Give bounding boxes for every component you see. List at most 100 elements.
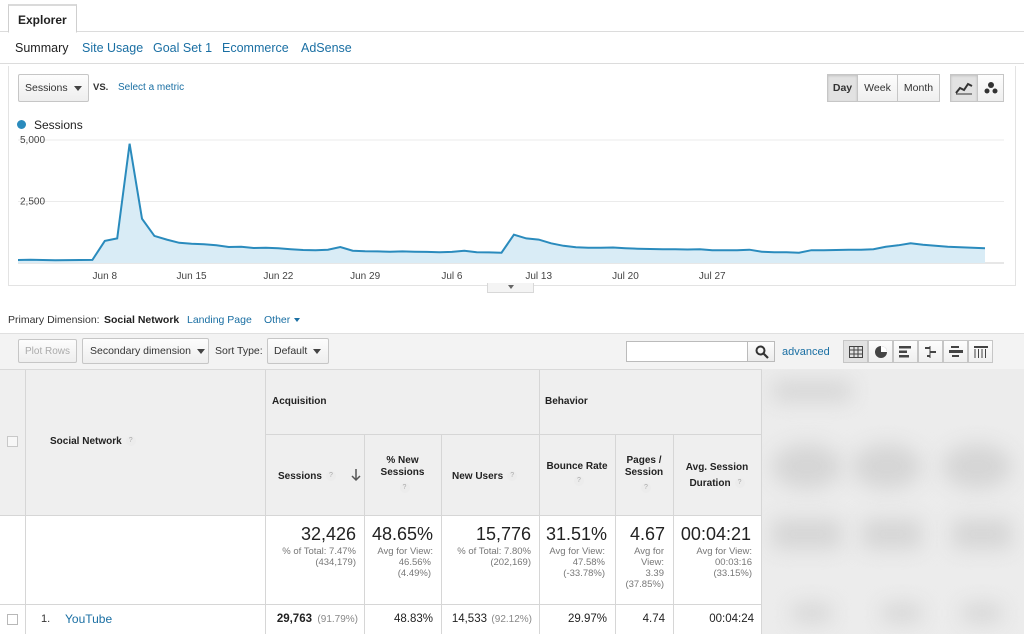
row-checkbox[interactable] xyxy=(7,614,18,625)
help-icon: ? xyxy=(399,483,410,493)
advanced-filter-link[interactable]: advanced xyxy=(782,346,830,358)
line-chart-button[interactable] xyxy=(950,74,978,102)
search-button[interactable] xyxy=(747,341,775,362)
grid-icon xyxy=(849,346,863,358)
view-performance-button[interactable] xyxy=(893,340,918,363)
social-network-header[interactable]: Social Network? xyxy=(50,436,136,447)
subtab-adsense[interactable]: AdSense xyxy=(301,41,352,55)
help-icon: ? xyxy=(325,471,336,482)
period-day-button[interactable]: Day xyxy=(827,74,858,102)
row-new-sessions: 48.83% xyxy=(393,613,433,625)
sessions-header[interactable]: Sessions? xyxy=(278,471,336,482)
col-divider xyxy=(265,370,266,634)
chevron-down-icon xyxy=(507,285,514,289)
dimension-other-label: Other xyxy=(264,314,291,326)
comparison-icon xyxy=(925,346,936,358)
row-bounce-rate: 29.97% xyxy=(567,613,607,625)
total-duration-sub3: (33.15%) xyxy=(713,568,752,579)
legend-swatch xyxy=(17,120,26,129)
x-tick-label: Jul 13 xyxy=(525,271,552,282)
col-divider xyxy=(615,434,616,634)
bar-chart-icon xyxy=(899,346,911,358)
total-duration-sub1: Avg for View: xyxy=(696,546,752,557)
new-sessions-header[interactable]: % New Sessions? xyxy=(370,455,435,493)
table-search-input[interactable] xyxy=(626,341,748,362)
sort-arrow-down-icon[interactable] xyxy=(350,468,362,482)
pages-session-header[interactable]: Pages / Session? xyxy=(620,455,668,493)
legend-label: Sessions xyxy=(34,118,83,132)
select-all-checkbox[interactable] xyxy=(7,436,18,447)
dimension-landing-page[interactable]: Landing Page xyxy=(187,314,252,326)
total-new-sessions-sub1: Avg for View: xyxy=(377,546,433,557)
dimension-other[interactable]: Other xyxy=(264,314,301,326)
total-pages-sub1: Avg for xyxy=(634,546,664,557)
total-bounce-sub2: 47.58% xyxy=(572,557,605,568)
new-users-header[interactable]: New Users? xyxy=(452,471,518,482)
subtab-summary[interactable]: Summary xyxy=(15,41,69,55)
total-bounce-sub3: (-33.78%) xyxy=(563,568,605,579)
view-term-cloud-button[interactable] xyxy=(943,340,968,363)
dimension-social-network[interactable]: Social Network xyxy=(104,314,180,326)
row-avg-duration: 00:04:24 xyxy=(709,613,754,625)
total-new-sessions-sub2: 46.56% xyxy=(398,557,431,568)
col-divider xyxy=(441,434,442,634)
blurred-conversions-panel xyxy=(762,369,1024,634)
row-divider xyxy=(0,515,762,516)
motion-chart-button[interactable] xyxy=(977,74,1004,102)
select-metric-link[interactable]: Select a metric xyxy=(118,82,185,93)
tab-explorer[interactable]: Explorer xyxy=(8,4,77,33)
data-table xyxy=(0,369,762,634)
y-tick-label: 5,000 xyxy=(20,135,45,146)
x-tick-label: Jun 15 xyxy=(177,271,207,282)
view-pie-button[interactable] xyxy=(868,340,893,363)
subtab-goal-set-1[interactable]: Goal Set 1 xyxy=(153,41,213,55)
view-comparison-button[interactable] xyxy=(918,340,943,363)
subtab-ecommerce[interactable]: Ecommerce xyxy=(222,41,289,55)
total-new-users-sub2: (202,169) xyxy=(490,557,531,568)
total-bounce-rate: 31.51% xyxy=(545,524,607,544)
total-pages-sub3: 3.39 xyxy=(645,568,665,579)
help-icon: ? xyxy=(734,478,745,489)
period-week-button[interactable]: Week xyxy=(857,74,898,102)
row-new-users: 14,533 xyxy=(451,613,487,625)
bounce-rate-header[interactable]: Bounce Rate? xyxy=(545,460,609,486)
pie-chart-icon xyxy=(875,346,887,358)
plot-rows-button[interactable]: Plot Rows xyxy=(18,339,77,363)
pages-session-header-label: Pages / Session xyxy=(624,455,664,478)
view-data-table-button[interactable] xyxy=(843,340,868,363)
acquisition-group-header: Acquisition xyxy=(272,396,327,407)
col-divider xyxy=(673,434,674,634)
row-divider xyxy=(265,434,762,435)
chevron-down-icon xyxy=(294,318,301,323)
row-sessions-pct: (91.79%) xyxy=(317,614,358,625)
x-tick-label: Jul 27 xyxy=(699,271,726,282)
view-pivot-button[interactable] xyxy=(968,340,993,363)
help-icon: ? xyxy=(507,471,518,482)
avg-duration-header-label: Avg. Session Duration xyxy=(685,462,749,489)
sort-type-dropdown[interactable]: Default xyxy=(267,338,329,364)
help-icon: ? xyxy=(125,436,136,447)
new-users-header-label: New Users xyxy=(452,471,504,482)
report-subtabs xyxy=(0,36,1024,64)
row-new-users-pct: (92.12%) xyxy=(491,614,532,625)
sessions-line xyxy=(17,143,986,262)
metric-dropdown[interactable]: Sessions xyxy=(18,74,89,102)
chart-collapse-handle[interactable] xyxy=(487,283,534,293)
total-avg-duration: 00:04:21 xyxy=(680,524,751,544)
col-divider xyxy=(539,370,540,634)
bounce-rate-header-label: Bounce Rate xyxy=(546,461,608,472)
sort-type-label: Sort Type: xyxy=(215,345,263,357)
col-divider xyxy=(364,434,365,634)
x-tick-label: Jun 8 xyxy=(93,271,118,282)
row-youtube-link[interactable]: YouTube xyxy=(65,612,113,626)
term-cloud-icon xyxy=(949,346,963,357)
top-tab-bar xyxy=(0,0,1024,32)
subtab-site-usage[interactable]: Site Usage xyxy=(82,41,144,55)
behavior-group-header: Behavior xyxy=(545,396,588,407)
total-sessions-sub1: % of Total: 7.47% xyxy=(282,546,356,557)
secondary-dimension-dropdown[interactable]: Secondary dimension xyxy=(82,338,209,364)
total-new-sessions-sub3: (4.49%) xyxy=(397,568,431,579)
avg-duration-header[interactable]: Avg. Session Duration? xyxy=(679,460,755,492)
period-month-button[interactable]: Month xyxy=(897,74,940,102)
search-icon xyxy=(755,345,769,359)
